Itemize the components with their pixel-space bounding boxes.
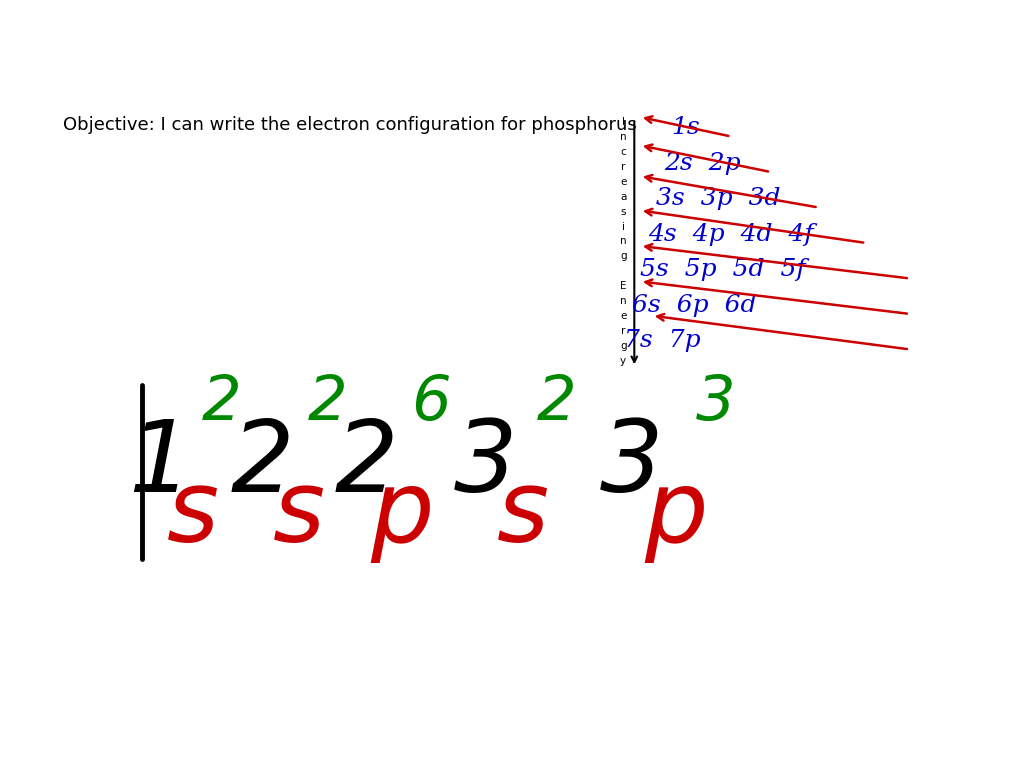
Text: s: s — [272, 466, 325, 564]
Text: g: g — [620, 251, 627, 261]
Text: c: c — [621, 147, 626, 157]
Text: n: n — [620, 131, 627, 142]
Text: 2: 2 — [231, 416, 295, 513]
Text: i: i — [622, 221, 625, 231]
Text: s: s — [497, 466, 549, 564]
Text: 6s  6p  6d: 6s 6p 6d — [632, 293, 757, 316]
Text: Objective: I can write the electron configuration for phosphorus: Objective: I can write the electron conf… — [63, 116, 637, 134]
Text: E: E — [620, 281, 627, 291]
Text: 3: 3 — [454, 416, 517, 513]
Text: 1: 1 — [128, 416, 191, 513]
Text: 4s  4p  4d  4f: 4s 4p 4d 4f — [648, 223, 813, 246]
Text: 5s  5p  5d  5f: 5s 5p 5d 5f — [640, 258, 806, 281]
Text: 3s  3p  3d: 3s 3p 3d — [655, 187, 780, 210]
Text: p: p — [644, 466, 708, 564]
Text: y: y — [621, 356, 627, 366]
Text: 7s  7p: 7s 7p — [624, 329, 700, 352]
Text: 6: 6 — [412, 372, 451, 432]
Text: 3: 3 — [600, 416, 664, 513]
Text: I: I — [622, 117, 625, 127]
Text: e: e — [620, 177, 627, 187]
Text: a: a — [620, 191, 627, 201]
Text: 1s: 1s — [672, 116, 700, 139]
Text: n: n — [620, 296, 627, 306]
Text: p: p — [370, 466, 433, 564]
Text: 2: 2 — [202, 372, 242, 432]
Text: s: s — [621, 207, 626, 217]
Text: 2s  2p: 2s 2p — [664, 151, 740, 174]
Text: 3: 3 — [695, 372, 735, 432]
Text: g: g — [620, 341, 627, 351]
Text: 2: 2 — [334, 416, 398, 513]
Text: 2: 2 — [537, 372, 577, 432]
Text: s: s — [167, 466, 219, 564]
Text: n: n — [620, 237, 627, 247]
Text: 2: 2 — [308, 372, 348, 432]
Text: e: e — [620, 311, 627, 321]
Text: r: r — [621, 161, 626, 171]
Text: r: r — [621, 326, 626, 336]
